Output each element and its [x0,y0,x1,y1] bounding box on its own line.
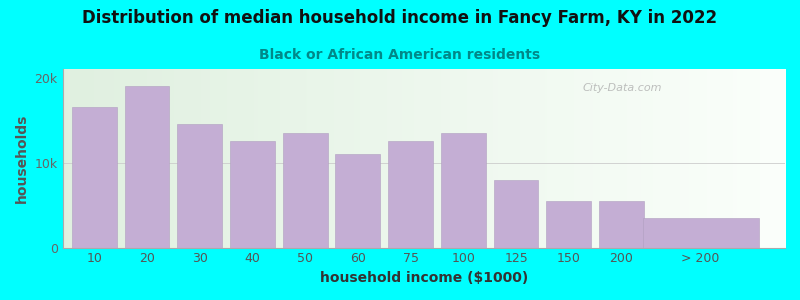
Bar [335,154,380,248]
Y-axis label: households: households [15,114,29,203]
Text: Black or African American residents: Black or African American residents [259,48,541,62]
Bar [230,141,274,247]
Bar [72,107,117,248]
Bar [546,201,591,248]
Bar [125,86,170,248]
Bar [441,133,486,248]
X-axis label: household income ($1000): household income ($1000) [320,271,528,285]
Bar [388,141,433,247]
Bar [178,124,222,248]
Text: City-Data.com: City-Data.com [582,83,662,93]
Bar [282,133,327,248]
Text: Distribution of median household income in Fancy Farm, KY in 2022: Distribution of median household income … [82,9,718,27]
Bar [642,218,758,247]
Bar [494,180,538,248]
Bar [599,201,644,248]
